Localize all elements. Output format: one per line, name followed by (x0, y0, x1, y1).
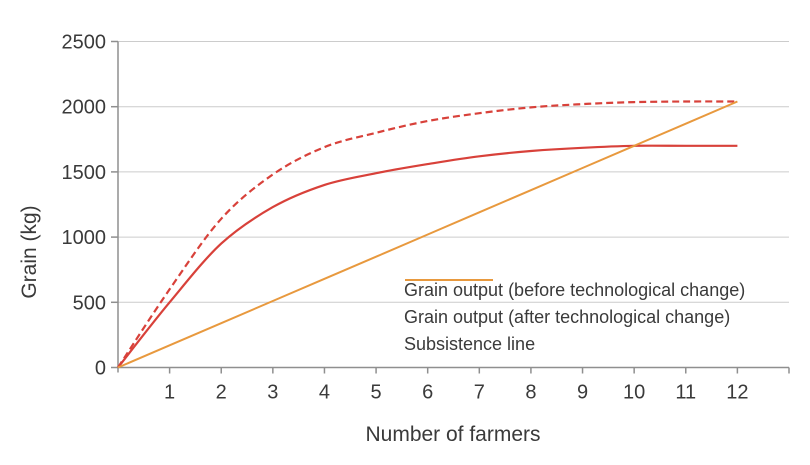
x-axis-title: Number of farmers (365, 423, 541, 446)
x-tick-label: 1 (164, 382, 175, 404)
axes (111, 40, 790, 374)
legend-item-after: Grain output (after technological change… (404, 279, 745, 331)
x-tick-label: 6 (422, 382, 433, 404)
x-tick-label: 2 (216, 382, 227, 404)
legend-label: Grain output (before technological chang… (404, 280, 746, 300)
x-tick-label: 9 (577, 382, 588, 404)
series-subsistence (117, 100, 738, 369)
x-tick-label: 10 (623, 382, 645, 404)
y-axis-title: Grain (kg) (18, 205, 41, 299)
y-tick-label: 2000 (62, 97, 107, 119)
x-tick-label: 5 (371, 382, 382, 404)
legend-label: Grain output (after technological change… (404, 307, 731, 327)
gridlines (118, 41, 789, 303)
series-after (117, 100, 738, 369)
legend-label: Subsistence line (404, 334, 536, 354)
x-tick-labels: 1 2 3 4 5 6 7 8 9 10 11 12 (164, 382, 748, 404)
x-tick-label: 7 (474, 382, 485, 404)
legend-item-subsistence: Subsistence line (404, 279, 745, 358)
y-tick-label: 1500 (62, 162, 107, 184)
x-tick-label: 12 (726, 382, 748, 404)
solid-line-swatch (405, 279, 493, 281)
y-tick-label: 500 (73, 292, 106, 314)
x-tick-label: 11 (675, 382, 696, 404)
x-tick-label: 4 (319, 382, 330, 404)
y-tick-label: 2500 (62, 32, 107, 54)
y-tick-label: 1000 (62, 227, 107, 249)
y-tick-label: 0 (95, 358, 106, 380)
x-tick-label: 8 (525, 382, 536, 404)
y-tick-labels: 0 500 1000 1500 2000 2500 (62, 32, 107, 380)
x-tick-label: 3 (267, 382, 278, 404)
legend: Grain output (before technological chang… (404, 277, 745, 358)
